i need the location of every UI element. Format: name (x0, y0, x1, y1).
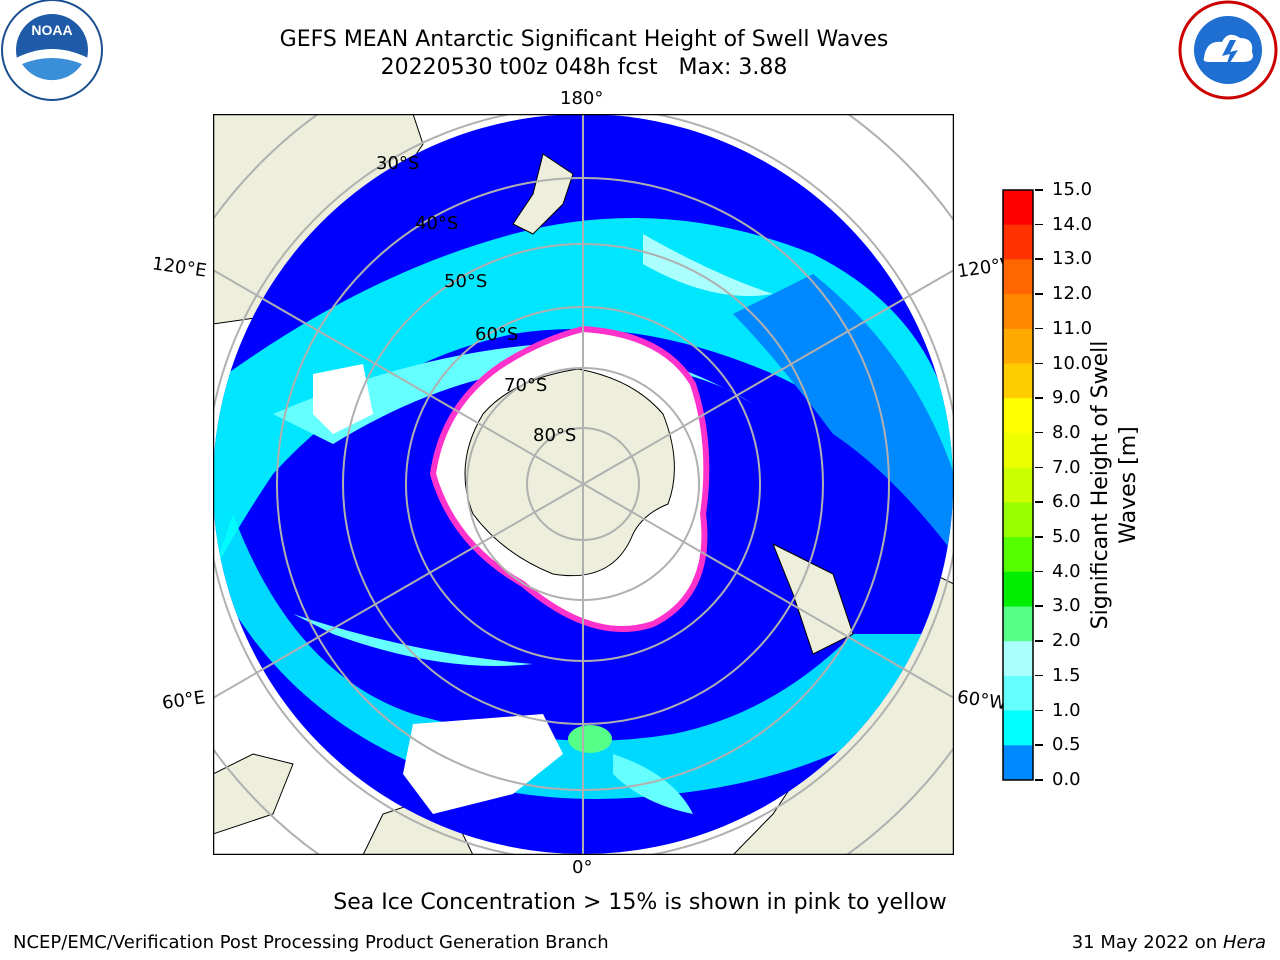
colorbar-label-line2: Waves [m] (1116, 426, 1141, 544)
colorbar-tick-label: 4.0 (1052, 560, 1081, 582)
colorbar-tick-mark (1035, 327, 1043, 330)
sea-ice-caption: Sea Ice Concentration > 15% is shown in … (333, 890, 947, 915)
footer-credit: NCEP/EMC/Verification Post Processing Pr… (13, 932, 609, 953)
colorbar-tick-mark (1035, 466, 1043, 469)
noaa-logo: NOAA (1, 0, 103, 101)
colorbar-tick-label: 1.5 (1052, 664, 1081, 686)
colorbar-label: Significant Height of Swell Waves [m] (1087, 325, 1143, 645)
colorbar-bin (1003, 398, 1033, 434)
colorbar-bin (1003, 190, 1033, 226)
parallel-label-40s: 40°S (415, 213, 459, 234)
colorbar-tick-mark (1035, 397, 1043, 399)
colorbar-tick-label: 0.0 (1052, 769, 1081, 790)
colorbar-tick-label: 15.0 (1052, 179, 1093, 200)
colorbar-tick-label: 1.0 (1052, 699, 1081, 721)
colorbar-tick-mark (1035, 431, 1043, 434)
colorbar-tick-label: 2.0 (1052, 630, 1081, 652)
colorbar-bin (1003, 571, 1033, 607)
footer-host: Hera (1222, 932, 1266, 953)
parallel-label-80s: 80°S (533, 425, 577, 446)
swell-max-region (568, 725, 612, 753)
parallel-label-60s: 60°S (475, 324, 519, 345)
colorbar-tick-mark (1035, 536, 1043, 538)
colorbar-tick-label: 7.0 (1052, 456, 1081, 478)
colorbar-bin (1003, 224, 1033, 260)
colorbar-bin (1003, 363, 1033, 399)
colorbar-bin (1003, 432, 1033, 469)
footer-date: 31 May 2022 on Hera (1072, 932, 1266, 953)
colorbar-bin (1003, 537, 1033, 573)
colorbar-tick-mark (1035, 744, 1043, 746)
colorbar-tick-mark (1035, 570, 1043, 573)
meridian-label-60e: 60°E (160, 687, 207, 714)
colorbar-tick-label: 8.0 (1052, 421, 1081, 443)
polar-map (213, 114, 954, 855)
colorbar-tick-mark (1035, 258, 1043, 260)
colorbar-tick-label: 13.0 (1052, 248, 1093, 270)
colorbar-bin (1003, 745, 1033, 781)
colorbar-tick-mark (1035, 293, 1043, 295)
colorbar-tick-label: 6.0 (1052, 491, 1081, 513)
colorbar-bin (1003, 675, 1033, 712)
colorbar-bin (1003, 328, 1033, 365)
colorbar-label-line1: Significant Height of Swell (1088, 340, 1113, 630)
colorbar-tick-mark (1035, 362, 1043, 365)
parallel-label-50s: 50°S (444, 271, 488, 292)
colorbar-bin (1003, 641, 1033, 677)
footer-date-text: 31 May 2022 on (1071, 932, 1223, 953)
colorbar-tick-label: 3.0 (1052, 595, 1081, 617)
colorbar-tick-mark (1035, 674, 1043, 677)
colorbar-bin (1003, 502, 1033, 538)
colorbar-bin (1003, 259, 1033, 295)
colorbar-tick-label: 0.5 (1052, 734, 1081, 756)
colorbar-tick-mark (1035, 501, 1043, 503)
colorbar-bin (1003, 606, 1033, 642)
parallel-label-70s: 70°S (504, 375, 548, 396)
meridian-label-120e: 120°E (150, 253, 208, 282)
colorbar-bin (1003, 467, 1033, 503)
colorbar-tick-mark (1035, 189, 1043, 191)
colorbar-tick-label: 9.0 (1052, 387, 1081, 409)
colorbar (1002, 189, 1034, 781)
colorbar-tick-label: 5.0 (1052, 526, 1081, 548)
colorbar-tick-mark (1035, 605, 1043, 607)
colorbar-tick-mark (1035, 640, 1043, 642)
colorbar-tick-mark (1035, 223, 1043, 226)
chart-title: GEFS MEAN Antarctic Significant Height o… (279, 27, 889, 52)
colorbar-tick-label: 14.0 (1052, 213, 1093, 235)
colorbar-bin (1003, 294, 1033, 330)
parallel-label-30s: 30°S (376, 153, 420, 174)
colorbar-tick-mark (1035, 779, 1043, 781)
noaa-logo-text: NOAA (31, 22, 72, 38)
meridian-label-0: 0° (572, 857, 593, 878)
colorbar-border (1002, 189, 1034, 781)
colorbar-tick-mark (1035, 709, 1043, 712)
colorbar-bin (1003, 710, 1033, 746)
meridian-label-180: 180° (560, 88, 604, 109)
chart-subtitle: 20220530 t00z 048h fcst Max: 3.88 (380, 55, 788, 80)
national-weather-service-logo (1178, 0, 1278, 100)
colorbar-tick-label: 10.0 (1052, 352, 1093, 374)
graticule (213, 114, 954, 855)
colorbar-tick-label: 11.0 (1052, 317, 1093, 339)
colorbar-tick-label: 12.0 (1052, 283, 1093, 305)
